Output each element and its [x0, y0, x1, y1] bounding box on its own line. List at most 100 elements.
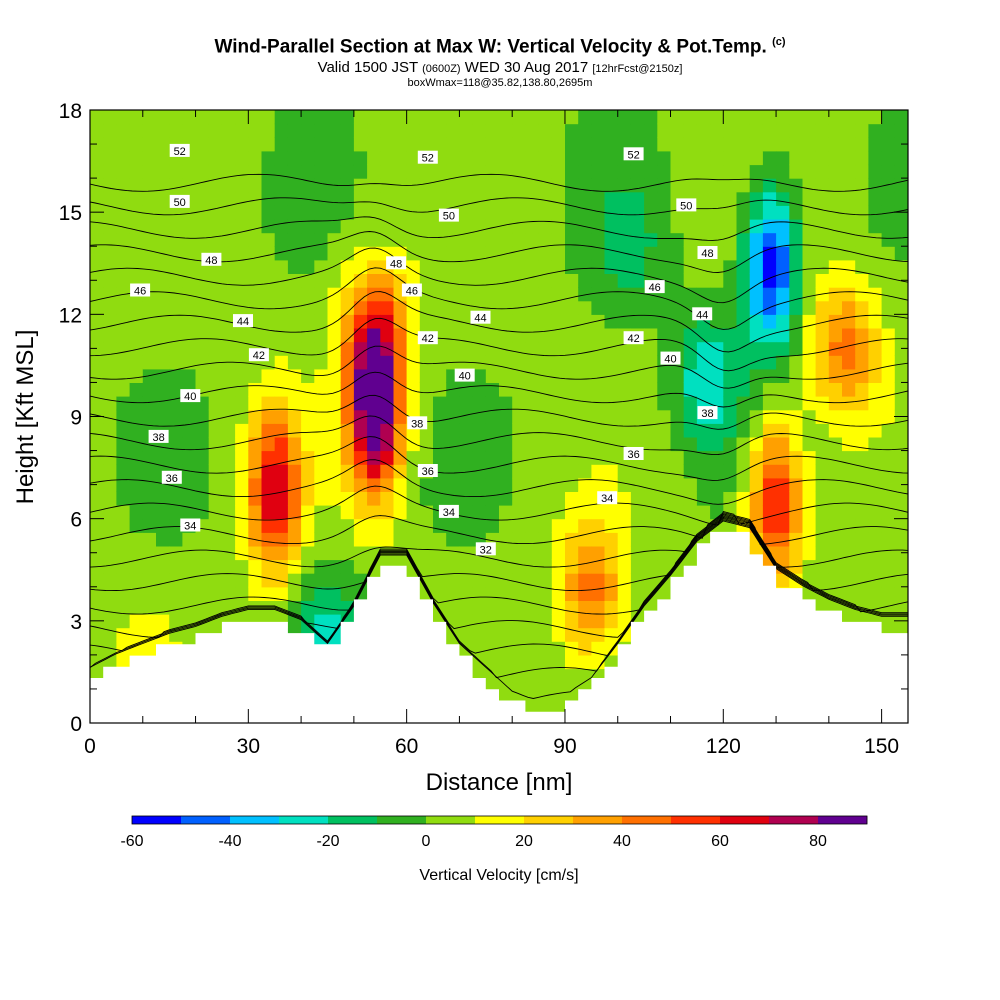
velocity-cell — [90, 124, 104, 138]
velocity-cell — [842, 287, 856, 301]
velocity-cell — [657, 464, 671, 478]
velocity-cell — [565, 110, 579, 124]
velocity-cell — [829, 233, 843, 247]
velocity-cell — [591, 260, 605, 274]
velocity-cell — [420, 491, 434, 505]
velocity-cell — [829, 355, 843, 369]
velocity-cell — [789, 491, 803, 505]
velocity-cell — [248, 151, 262, 165]
velocity-cell — [776, 382, 790, 396]
velocity-cell — [842, 260, 856, 274]
velocity-cell — [262, 110, 276, 124]
velocity-cell — [591, 274, 605, 288]
velocity-cell — [842, 437, 856, 451]
velocity-cell — [803, 151, 817, 165]
velocity-cell — [512, 655, 526, 669]
velocity-cell — [552, 342, 566, 356]
velocity-cell — [288, 178, 302, 192]
velocity-cell — [407, 165, 421, 179]
velocity-cell — [882, 287, 896, 301]
velocity-cell — [591, 219, 605, 233]
velocity-cell — [803, 532, 817, 546]
y-tick-label: 3 — [70, 611, 82, 634]
velocity-cell — [525, 124, 539, 138]
velocity-cell — [116, 369, 130, 383]
velocity-cell — [605, 382, 619, 396]
velocity-cell — [855, 137, 869, 151]
velocity-cell — [789, 124, 803, 138]
velocity-cell — [328, 396, 342, 410]
velocity-cell — [829, 560, 843, 574]
velocity-cell — [116, 464, 130, 478]
velocity-cell — [182, 233, 196, 247]
velocity-cell — [803, 246, 817, 260]
velocity-cell — [789, 464, 803, 478]
velocity-cell — [829, 464, 843, 478]
velocity-cell — [525, 165, 539, 179]
velocity-cell — [143, 464, 157, 478]
velocity-cell — [512, 233, 526, 247]
x-tick-label: 120 — [706, 735, 741, 758]
velocity-cell — [512, 600, 526, 614]
velocity-cell — [314, 124, 328, 138]
velocity-cell — [829, 573, 843, 587]
velocity-cell — [525, 205, 539, 219]
velocity-cell — [222, 451, 236, 465]
velocity-cell — [789, 137, 803, 151]
velocity-cell — [275, 192, 289, 206]
velocity-cell — [169, 110, 183, 124]
velocity-cell — [103, 110, 117, 124]
velocity-cell — [446, 560, 460, 574]
velocity-cell — [116, 546, 130, 560]
velocity-cell — [288, 260, 302, 274]
velocity-cell — [196, 165, 210, 179]
velocity-cell — [737, 437, 751, 451]
velocity-cell — [367, 178, 381, 192]
y-tick-label: 9 — [70, 407, 82, 430]
velocity-cell — [143, 560, 157, 574]
velocity-cell — [116, 205, 130, 219]
velocity-cell — [103, 246, 117, 260]
velocity-cell — [525, 151, 539, 165]
velocity-cell — [697, 274, 711, 288]
velocity-cell — [512, 546, 526, 560]
velocity-cell — [196, 233, 210, 247]
theta-label: 40 — [459, 371, 471, 383]
velocity-cell — [156, 274, 170, 288]
velocity-cell — [868, 178, 882, 192]
velocity-cell — [882, 301, 896, 315]
velocity-cell — [473, 178, 487, 192]
velocity-cell — [235, 260, 249, 274]
velocity-cell — [367, 369, 381, 383]
velocity-cell — [525, 301, 539, 315]
velocity-cell — [116, 491, 130, 505]
velocity-cell — [803, 165, 817, 179]
velocity-cell — [103, 274, 117, 288]
velocity-cell — [591, 301, 605, 315]
velocity-cell — [697, 192, 711, 206]
velocity-cell — [723, 192, 737, 206]
velocity-cell — [182, 410, 196, 424]
velocity-cell — [367, 301, 381, 315]
velocity-cell — [552, 696, 566, 710]
velocity-cell — [328, 546, 342, 560]
velocity-cell — [446, 110, 460, 124]
velocity-cell — [235, 328, 249, 342]
velocity-cell — [486, 110, 500, 124]
velocity-cell — [539, 532, 553, 546]
velocity-cell — [209, 451, 223, 465]
velocity-cell — [262, 505, 276, 519]
x-tick-label: 60 — [395, 735, 418, 758]
velocity-cell — [631, 301, 645, 315]
velocity-cell — [737, 260, 751, 274]
velocity-cell — [248, 587, 262, 601]
velocity-cell — [578, 137, 592, 151]
velocity-cell — [776, 546, 790, 560]
velocity-cell — [697, 287, 711, 301]
velocity-cell — [341, 192, 355, 206]
velocity-cell — [525, 110, 539, 124]
velocity-cell — [328, 260, 342, 274]
velocity-cell — [314, 314, 328, 328]
velocity-cell — [842, 587, 856, 601]
velocity-cell — [671, 260, 685, 274]
